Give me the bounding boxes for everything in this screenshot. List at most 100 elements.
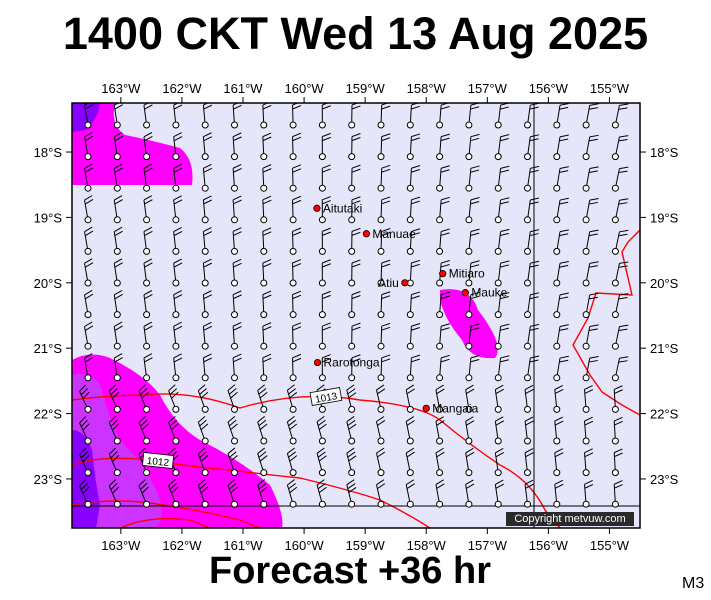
wind-barb	[348, 322, 361, 350]
wind-barb	[465, 133, 480, 161]
wind-barb	[260, 353, 272, 382]
wind-barb	[436, 228, 450, 255]
svg-text:1013: 1013	[314, 391, 338, 406]
wind-barb	[406, 133, 421, 161]
wind-barb	[435, 447, 445, 477]
place-label: Mauke	[471, 286, 507, 300]
copyright-note: Copyright metvuw.com	[506, 512, 634, 526]
wind-barb	[113, 321, 123, 350]
wind-barb	[553, 166, 569, 192]
wind-barb	[346, 447, 357, 477]
wind-barb	[201, 258, 213, 287]
wind-barb	[316, 416, 327, 445]
wind-barb	[318, 259, 331, 287]
lon-label-bottom: 161°W	[223, 538, 263, 553]
lon-label-bottom: 155°W	[590, 538, 630, 553]
lon-label-top: 160°W	[285, 81, 325, 96]
lon-label-bottom: 157°W	[468, 538, 508, 553]
wind-barb	[376, 384, 386, 413]
island-marker	[313, 358, 322, 367]
wind-barb	[289, 322, 302, 350]
wind-barb	[108, 447, 121, 477]
axis-ticks: 163°W 163°W 162°W 162°W 161°W 161°W 160°W 160°W…	[34, 81, 679, 553]
wind-barb	[231, 353, 242, 382]
wind-barb	[582, 292, 599, 319]
lat-label-right: 22°S	[650, 407, 679, 422]
lat-label-right: 18°S	[650, 145, 679, 160]
wind-barb	[377, 164, 391, 192]
lon-label-top: 163°W	[101, 81, 141, 96]
wind-barb	[197, 447, 209, 477]
wind-barb	[84, 226, 94, 255]
wind-barb	[197, 415, 209, 445]
rain-area-mauke	[440, 289, 498, 359]
wind-barb	[494, 260, 510, 287]
wind-barb	[553, 134, 569, 161]
wind-barb	[318, 354, 331, 382]
wind-barb	[113, 163, 123, 192]
place-label: Atiu	[378, 276, 399, 290]
wind-barb	[201, 290, 213, 319]
place-mauke: Mauke	[461, 286, 508, 300]
wind-barb	[79, 479, 92, 508]
wind-barb	[168, 415, 180, 445]
place-label: Aitutaki	[323, 201, 362, 215]
lat-label-left: 23°S	[34, 472, 63, 487]
wind-barb	[406, 103, 420, 129]
wind-barb	[524, 384, 534, 413]
wind-barb	[377, 354, 391, 382]
wind-barb	[465, 291, 480, 319]
wind-barb	[494, 197, 510, 224]
wind-barb	[201, 195, 213, 224]
wind-barb	[201, 353, 213, 382]
wind-barb	[582, 134, 599, 161]
wind-barb	[79, 447, 92, 477]
wind-barb	[346, 416, 357, 445]
wind-barb	[582, 261, 599, 287]
wind-barb	[465, 197, 480, 224]
lat-label-left: 18°S	[34, 145, 63, 160]
wind-barb	[494, 134, 510, 161]
wind-barb	[84, 163, 94, 192]
wind-barb	[436, 165, 450, 192]
wind-barb	[465, 416, 475, 445]
wind-barb	[435, 479, 445, 508]
isobar-line	[119, 517, 211, 528]
wind-barb	[286, 384, 298, 413]
wind-barb	[84, 289, 94, 319]
place-mitiaro: Mitiaro	[439, 267, 485, 281]
lon-label-bottom: 156°W	[529, 538, 569, 553]
wind-barb	[289, 227, 302, 255]
wind-barb	[257, 479, 268, 508]
wind-barb	[376, 479, 386, 508]
forecast-label: Forecast +36 hr	[209, 550, 491, 592]
wind-barb	[172, 195, 183, 224]
map-title: 1400 CKT Wed 13 Aug 2025	[62, 8, 649, 59]
wind-barb	[79, 416, 92, 445]
wind-barb	[348, 354, 361, 382]
wind-barb	[611, 480, 623, 508]
wind-barb	[113, 258, 123, 287]
wind-barb	[260, 195, 272, 224]
lon-label-bottom: 163°W	[101, 538, 141, 553]
wind-barb	[524, 134, 540, 161]
wind-barb	[108, 416, 121, 445]
wind-barb	[553, 479, 564, 508]
wind-barb	[113, 353, 123, 382]
wind-barb	[553, 260, 569, 287]
wind-barb	[143, 163, 153, 192]
wind-barb	[172, 226, 183, 255]
lon-label-top: 157°W	[468, 81, 508, 96]
wind-barb	[260, 290, 272, 319]
wind-barb	[318, 103, 331, 129]
wind-barb	[377, 228, 391, 255]
lat-label-left: 21°S	[34, 341, 63, 356]
wind-barb	[84, 258, 94, 287]
wind-barb	[201, 227, 213, 255]
wind-barb	[348, 164, 361, 192]
wind-barb	[405, 416, 415, 445]
wind-barb	[582, 385, 594, 413]
wind-barb	[582, 103, 599, 129]
rain-area-northwest	[72, 103, 193, 185]
wind-barb	[435, 384, 445, 413]
